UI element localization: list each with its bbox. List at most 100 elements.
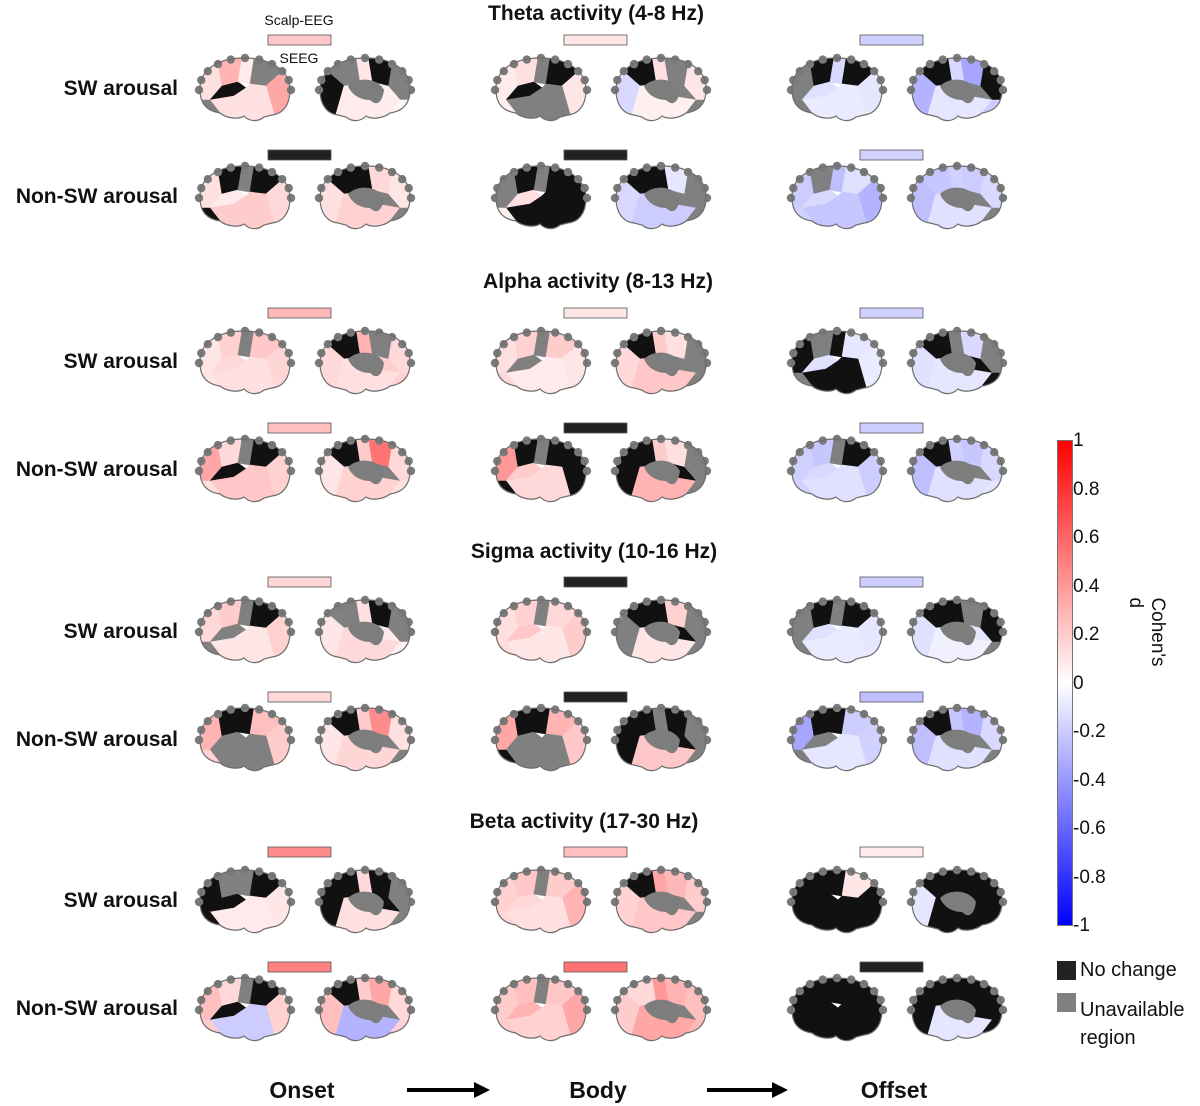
brain-medial bbox=[314, 53, 416, 122]
cortex-rim bbox=[990, 987, 999, 996]
cortex-rim bbox=[694, 987, 703, 996]
brain-outline bbox=[495, 599, 587, 664]
brain-medial bbox=[610, 973, 712, 1042]
cortex-rim bbox=[582, 85, 592, 95]
medial-core bbox=[940, 621, 976, 646]
cortex-rim bbox=[610, 193, 620, 203]
cortex-rim bbox=[286, 897, 296, 907]
medial-core bbox=[644, 999, 680, 1024]
cortex-rim bbox=[582, 193, 592, 203]
cortex-rim bbox=[490, 85, 500, 95]
cortex-rim bbox=[286, 193, 296, 203]
row-label-alpha-sw: SW arousal bbox=[63, 350, 178, 373]
brain-outline bbox=[495, 165, 587, 230]
cortex-rim bbox=[795, 340, 804, 349]
cortex-rim bbox=[878, 466, 888, 476]
cortex-rim bbox=[906, 897, 916, 907]
brain-medial bbox=[314, 595, 416, 664]
unavailable-label-line2: region bbox=[1080, 1027, 1136, 1049]
cortex-rim bbox=[795, 879, 804, 888]
brain-outline bbox=[615, 977, 707, 1042]
cortex-rim bbox=[286, 627, 296, 637]
cortex-rim bbox=[998, 1005, 1008, 1015]
colorbar-tick: 1 bbox=[1073, 430, 1084, 451]
brain-medial bbox=[314, 703, 416, 772]
brain-outline bbox=[791, 707, 883, 772]
brain-medial bbox=[906, 595, 1008, 664]
cortex-rim bbox=[990, 448, 999, 457]
cortex-rim bbox=[878, 897, 888, 907]
cortex-rim bbox=[998, 466, 1008, 476]
cortex-rim bbox=[990, 175, 999, 184]
medial-core bbox=[348, 891, 384, 916]
row-label-theta-sw: SW arousal bbox=[63, 77, 178, 100]
brain-outline bbox=[319, 977, 411, 1042]
brain-outline bbox=[319, 438, 411, 503]
cortex-rim bbox=[694, 879, 703, 888]
brain-medial bbox=[314, 326, 416, 395]
brain-outline bbox=[319, 330, 411, 395]
brain-outline bbox=[615, 165, 707, 230]
medial-core bbox=[940, 999, 976, 1024]
cortex-rim bbox=[203, 448, 212, 457]
scalp-eeg-bar bbox=[563, 691, 628, 703]
colorbar-tick: -0.6 bbox=[1073, 818, 1106, 839]
brain-lateral bbox=[490, 326, 592, 395]
brain-lateral bbox=[194, 326, 296, 395]
cortex-rim bbox=[878, 193, 888, 203]
cortex-rim bbox=[906, 1005, 916, 1015]
cortex-rim bbox=[878, 627, 888, 637]
cortex-rim bbox=[786, 897, 796, 907]
cortex-rim bbox=[694, 717, 703, 726]
cortex-rim bbox=[499, 67, 508, 76]
brain-outline bbox=[199, 707, 291, 772]
cortex-rim bbox=[203, 987, 212, 996]
cortex-rim bbox=[990, 717, 999, 726]
cortex-rim bbox=[582, 735, 592, 745]
colorbar-tick: 0.8 bbox=[1073, 479, 1100, 500]
cortex-rim bbox=[398, 175, 407, 184]
brain-lateral bbox=[786, 865, 888, 934]
cortex-rim bbox=[582, 358, 592, 368]
brain-outline bbox=[495, 977, 587, 1042]
cortex-rim bbox=[203, 67, 212, 76]
brain-outline bbox=[319, 165, 411, 230]
brain-outline bbox=[495, 707, 587, 772]
no-change-swatch bbox=[1057, 961, 1076, 980]
scalp-eeg-bar bbox=[563, 307, 628, 319]
scalp-eeg-bar bbox=[859, 961, 924, 973]
brain-medial bbox=[610, 53, 712, 122]
cortex-rim bbox=[314, 627, 324, 637]
brain-medial bbox=[610, 434, 712, 503]
cortex-rim bbox=[286, 466, 296, 476]
cortex-rim bbox=[610, 466, 620, 476]
cortex-rim bbox=[314, 193, 324, 203]
brain-outline bbox=[199, 57, 291, 122]
brain-medial bbox=[610, 326, 712, 395]
scalp-eeg-bar bbox=[563, 34, 628, 46]
colorbar-title: Cohen's d bbox=[1125, 597, 1168, 667]
medial-core bbox=[348, 79, 384, 104]
scalp-eeg-bar bbox=[267, 961, 332, 973]
cortex-rim bbox=[610, 1005, 620, 1015]
cortex-rim bbox=[795, 175, 804, 184]
brain-medial bbox=[906, 703, 1008, 772]
medial-core bbox=[940, 79, 976, 104]
scalp-eeg-bar bbox=[859, 307, 924, 319]
cortex-rim bbox=[406, 1005, 416, 1015]
brain-medial bbox=[610, 595, 712, 664]
brain-outline bbox=[199, 869, 291, 934]
brain-outline bbox=[911, 438, 1003, 503]
cortex-rim bbox=[990, 609, 999, 618]
colorbar-tick: 0.4 bbox=[1073, 576, 1100, 597]
cortex-rim bbox=[998, 193, 1008, 203]
cortex-rim bbox=[610, 897, 620, 907]
band-title-beta: Beta activity (17-30 Hz) bbox=[469, 810, 699, 833]
cortex-rim bbox=[286, 735, 296, 745]
medial-core bbox=[644, 187, 680, 212]
cortex-rim bbox=[406, 897, 416, 907]
brain-medial bbox=[314, 434, 416, 503]
cortex-rim bbox=[286, 358, 296, 368]
cortex-rim bbox=[406, 735, 416, 745]
cortex-rim bbox=[398, 340, 407, 349]
